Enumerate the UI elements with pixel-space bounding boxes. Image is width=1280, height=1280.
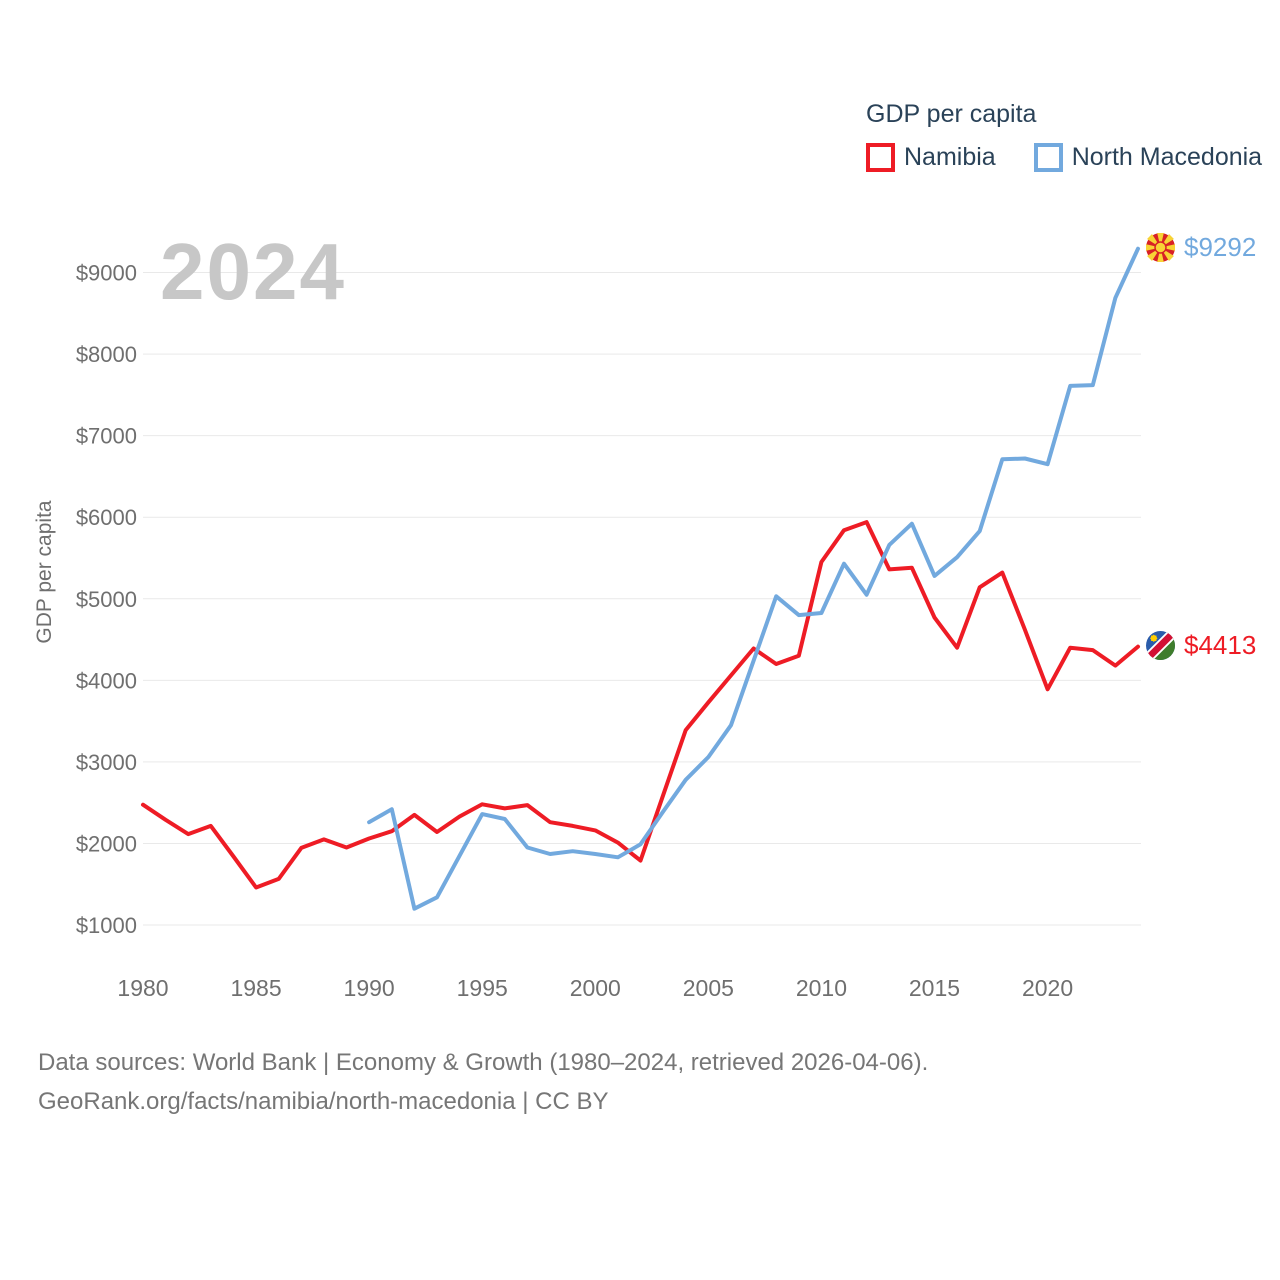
legend-item-namibia[interactable]: Namibia [866, 143, 996, 172]
north-macedonia-end-label: $9292 [1146, 232, 1256, 263]
x-tick-label: 2020 [1022, 975, 1073, 1001]
namibia-swatch-icon [866, 143, 895, 172]
x-tick-label: 1995 [457, 975, 508, 1001]
series-line-north-macedonia [367, 246, 1140, 911]
north-macedonia-flag-icon [1146, 233, 1175, 262]
y-tick-label: $5000 [76, 587, 137, 612]
x-tick-label: 2000 [570, 975, 621, 1001]
legend-title: GDP per capita [866, 100, 1037, 128]
y-tick-label: $1000 [76, 913, 137, 938]
namibia-end-label: $4413 [1146, 630, 1256, 661]
y-axis-title: GDP per capita [33, 500, 56, 644]
x-tick-label: 2010 [796, 975, 847, 1001]
y-tick-label: $6000 [76, 505, 137, 530]
attribution-line: GeoRank.org/facts/namibia/north-macedoni… [38, 1088, 609, 1115]
x-tick-label: 1990 [344, 975, 395, 1001]
y-tick-label: $2000 [76, 831, 137, 856]
north-macedonia-swatch-icon [1033, 143, 1063, 172]
y-tick-label: $3000 [76, 750, 137, 775]
x-tick-label: 1985 [230, 975, 281, 1001]
series-line-namibia [141, 520, 1140, 890]
legend-label-north-macedonia: North Macedonia [1071, 143, 1263, 171]
legend-item-north-macedonia[interactable]: North Macedonia [1033, 143, 1263, 172]
y-tick-label: $4000 [76, 668, 137, 693]
data-sources-line: Data sources: World Bank | Economy & Gro… [38, 1049, 929, 1076]
legend-items: Namibia North Macedonia [866, 143, 1262, 172]
year-watermark: 2024 [160, 227, 346, 316]
x-tick-label: 1980 [117, 975, 168, 1001]
y-tick-label: $8000 [76, 342, 137, 367]
chart-legend: GDP per capita Namibia North Macedonia [866, 100, 1262, 172]
north-macedonia-end-value: $9292 [1184, 232, 1257, 262]
legend-label-namibia: Namibia [904, 143, 996, 171]
namibia-flag-icon [1146, 631, 1175, 660]
x-tick-label: 2005 [683, 975, 734, 1001]
chart-footer: Data sources: World Bank | Economy & Gro… [38, 1043, 928, 1121]
y-tick-label: $7000 [76, 424, 137, 449]
y-tick-label: $9000 [76, 261, 137, 286]
x-tick-label: 2015 [909, 975, 960, 1001]
namibia-end-value: $4413 [1184, 630, 1257, 660]
